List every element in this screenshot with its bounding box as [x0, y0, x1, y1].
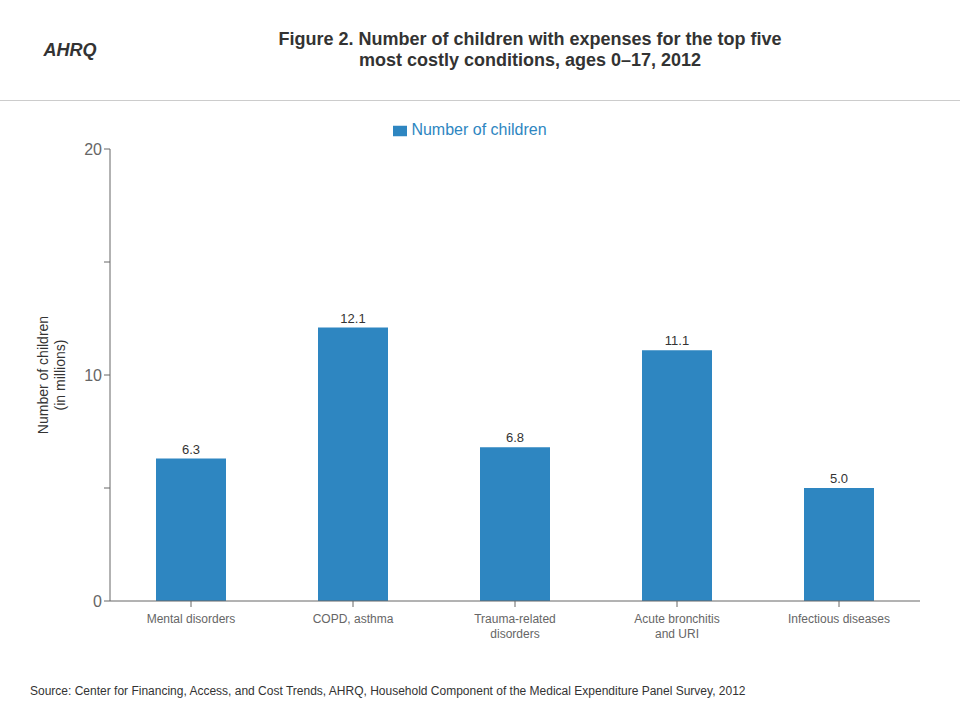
svg-text:Infectious diseases: Infectious diseases — [788, 612, 890, 626]
html-text:Source: Center for Financing,: Source: Center for Financing, Access, an… — [30, 684, 746, 698]
html-text:most costly conditions, ages 0: most costly conditions, ages 0–17, 2012 — [358, 50, 702, 70]
html-text:AHRQ: AHRQ — [43, 39, 97, 60]
svg-text:COPD, asthma: COPD, asthma — [313, 612, 394, 626]
svg-text:6.8: 6.8 — [506, 430, 524, 445]
svg-text:Number of children(in millions: Number of children(in millions) — [35, 316, 68, 434]
svg-text:6.3: 6.3 — [182, 442, 200, 457]
svg-text:0: 0 — [93, 593, 102, 610]
html-text:Figure 2. Number of children w: Figure 2. Number of children with expens… — [278, 29, 782, 49]
svg-text:10: 10 — [84, 367, 102, 384]
html-text:Number of children: Number of children — [411, 121, 547, 138]
svg-text:5.0: 5.0 — [830, 471, 848, 486]
svg-text:12.1: 12.1 — [340, 311, 365, 326]
svg-text:20: 20 — [84, 141, 102, 158]
svg-text:Trauma-relateddisorders: Trauma-relateddisorders — [474, 612, 556, 641]
svg-text:11.1: 11.1 — [665, 333, 689, 348]
svg-text:Mental disorders: Mental disorders — [147, 612, 236, 626]
svg-text:Acute bronchitisand URI: Acute bronchitisand URI — [634, 612, 719, 641]
